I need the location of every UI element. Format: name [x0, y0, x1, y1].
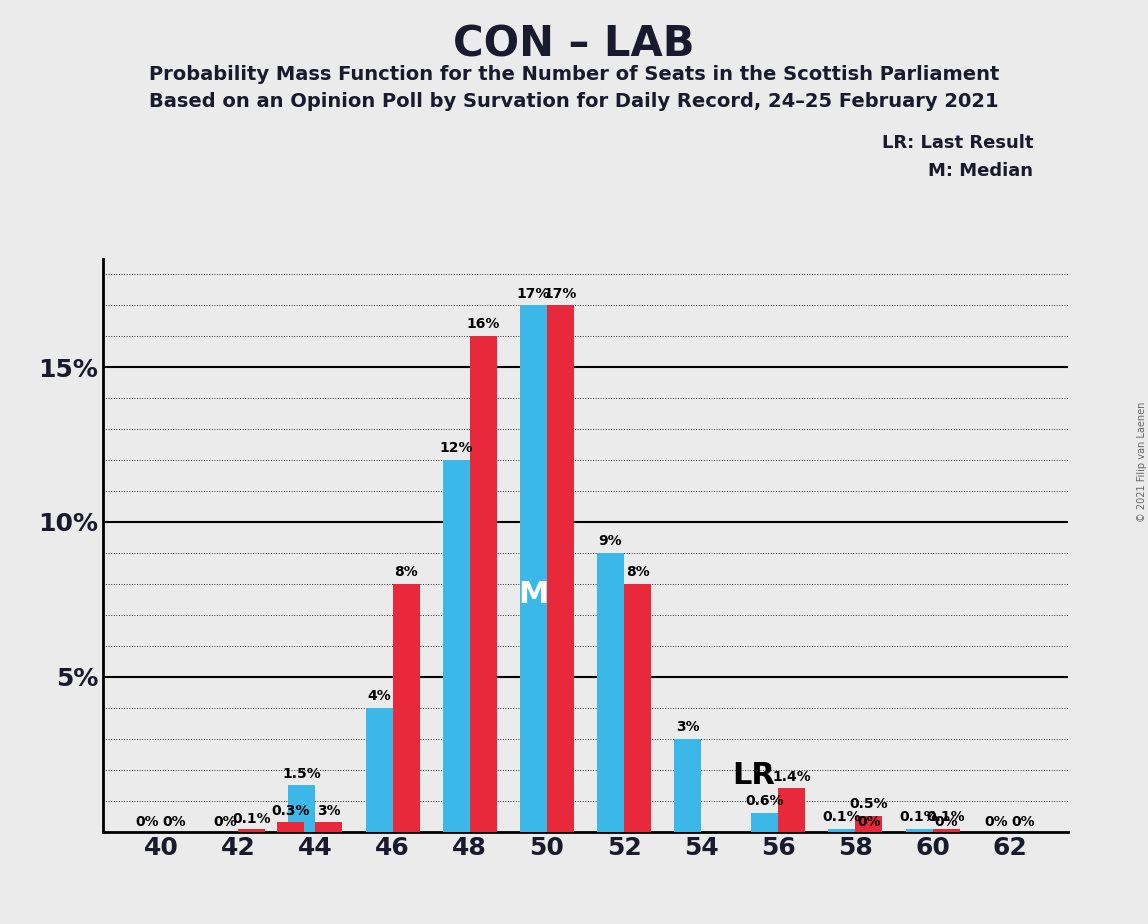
Bar: [932, 829, 960, 832]
Bar: [365, 708, 393, 832]
Bar: [855, 816, 883, 832]
Text: 12%: 12%: [440, 442, 473, 456]
Text: 17%: 17%: [517, 286, 550, 300]
Text: 0.1%: 0.1%: [233, 812, 271, 826]
Text: 17%: 17%: [544, 286, 577, 300]
Bar: [829, 829, 855, 832]
Text: 3%: 3%: [676, 720, 699, 734]
Text: 0%: 0%: [858, 815, 881, 829]
Text: LR: LR: [732, 761, 775, 790]
Bar: [520, 305, 546, 832]
Text: 4%: 4%: [367, 689, 391, 703]
Text: 0.5%: 0.5%: [850, 797, 889, 811]
Text: © 2021 Filip van Laenen: © 2021 Filip van Laenen: [1138, 402, 1147, 522]
Bar: [316, 822, 342, 832]
Text: 0%: 0%: [214, 815, 236, 829]
Text: 0.1%: 0.1%: [900, 809, 938, 824]
Text: 9%: 9%: [599, 534, 622, 548]
Bar: [288, 785, 316, 832]
Text: 0%: 0%: [934, 815, 957, 829]
Text: Based on an Opinion Poll by Survation for Daily Record, 24–25 February 2021: Based on an Opinion Poll by Survation fo…: [149, 92, 999, 112]
Bar: [751, 813, 778, 832]
Bar: [546, 305, 574, 832]
Text: 0%: 0%: [1011, 815, 1035, 829]
Text: 1.5%: 1.5%: [282, 767, 321, 781]
Text: 0.3%: 0.3%: [271, 804, 310, 818]
Bar: [906, 829, 932, 832]
Text: LR: Last Result: LR: Last Result: [882, 134, 1033, 152]
Bar: [674, 738, 701, 832]
Text: M: Median: M: Median: [929, 162, 1033, 179]
Text: 0%: 0%: [163, 815, 186, 829]
Text: 0.1%: 0.1%: [926, 809, 965, 824]
Text: 0%: 0%: [135, 815, 160, 829]
Text: Probability Mass Function for the Number of Seats in the Scottish Parliament: Probability Mass Function for the Number…: [149, 65, 999, 84]
Bar: [277, 822, 304, 832]
Text: CON – LAB: CON – LAB: [453, 23, 695, 65]
Text: 0.6%: 0.6%: [745, 795, 784, 808]
Text: 16%: 16%: [466, 318, 499, 332]
Text: 3%: 3%: [317, 804, 341, 818]
Text: 1.4%: 1.4%: [773, 770, 812, 784]
Bar: [778, 788, 806, 832]
Text: 0.1%: 0.1%: [823, 809, 861, 824]
Text: 8%: 8%: [394, 565, 418, 579]
Bar: [239, 829, 265, 832]
Text: 8%: 8%: [626, 565, 650, 579]
Text: M: M: [518, 580, 549, 609]
Text: 0%: 0%: [985, 815, 1008, 829]
Bar: [597, 553, 625, 832]
Bar: [393, 584, 420, 832]
Bar: [470, 336, 497, 832]
Bar: [625, 584, 651, 832]
Bar: [443, 460, 470, 832]
